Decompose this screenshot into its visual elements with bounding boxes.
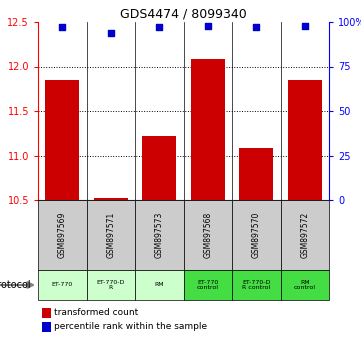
Bar [280,200,329,270]
Bar [239,148,273,200]
Bar [87,200,135,270]
Bar [38,200,87,270]
Text: ET-770
control: ET-770 control [197,280,219,290]
Text: transformed count: transformed count [54,308,139,317]
Bar [135,200,183,270]
Point [302,23,308,28]
Bar [94,198,128,200]
Text: GSM897573: GSM897573 [155,212,164,258]
Text: RM: RM [155,282,164,287]
Text: GSM897568: GSM897568 [203,212,212,258]
Bar [135,270,183,300]
Point [59,24,65,30]
Text: RM
control: RM control [294,280,316,290]
Bar [183,200,232,270]
Bar [232,270,280,300]
Bar [142,136,176,200]
Point [108,30,114,35]
Bar [38,270,87,300]
Text: ET-770: ET-770 [52,282,73,287]
Text: protocol: protocol [0,280,31,290]
Point [156,24,162,30]
Bar [280,270,329,300]
Bar [191,59,225,200]
Bar [45,80,79,200]
Text: ET-770-D
R control: ET-770-D R control [242,280,270,290]
Text: GSM897571: GSM897571 [106,212,115,258]
Text: GSM897572: GSM897572 [300,212,309,258]
Text: GSM897570: GSM897570 [252,212,261,258]
Text: ET-770-D
R: ET-770-D R [96,280,125,290]
Bar [183,270,232,300]
Text: GSM897569: GSM897569 [58,212,67,258]
Title: GDS4474 / 8099340: GDS4474 / 8099340 [120,8,247,21]
Point [253,24,259,30]
Bar [87,270,135,300]
Point [205,23,210,28]
Bar [288,80,322,200]
Text: percentile rank within the sample: percentile rank within the sample [54,322,207,331]
Bar [232,200,280,270]
